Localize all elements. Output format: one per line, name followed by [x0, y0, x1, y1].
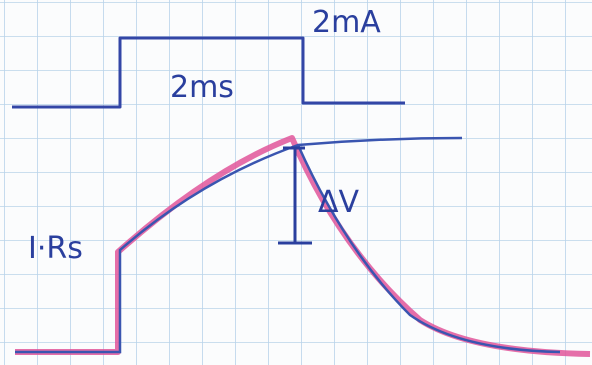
page: {"labels": {"current": "2mA", "duration"… — [0, 0, 592, 365]
diagram: 2mA 2ms I·Rs ΔV — [0, 0, 592, 365]
delta-v-label: ΔV — [318, 185, 360, 220]
duration-label: 2ms — [170, 70, 234, 105]
current-label: 2mA — [312, 5, 381, 40]
series-resistance-label: I·Rs — [28, 231, 83, 266]
